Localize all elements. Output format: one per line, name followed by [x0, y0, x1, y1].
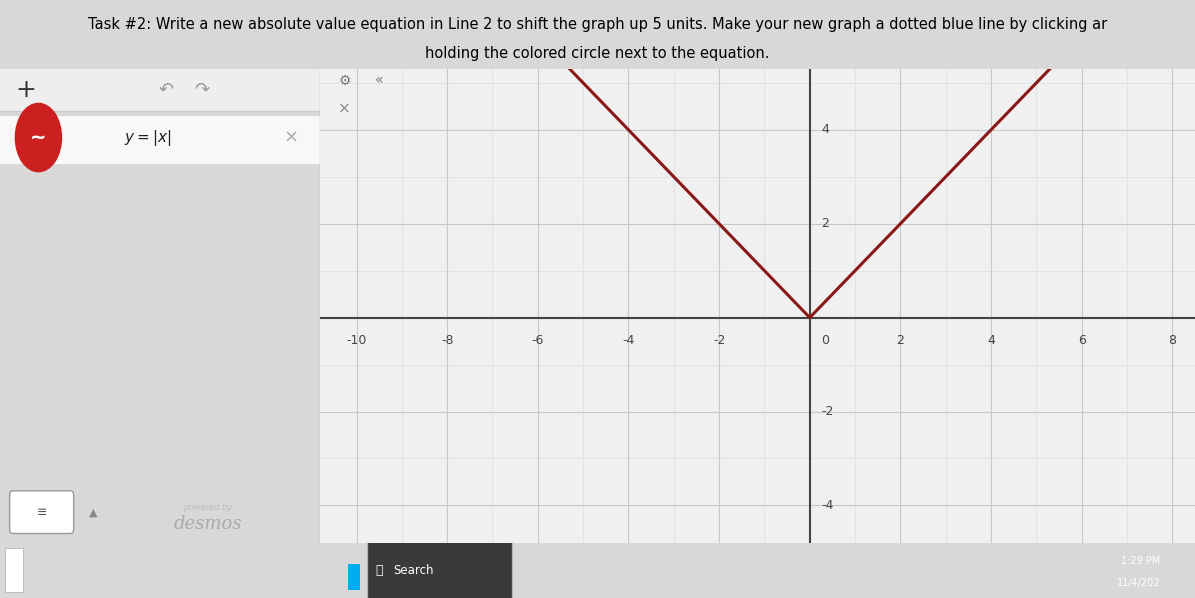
Text: ⚙: ⚙: [338, 74, 351, 87]
Text: 2: 2: [821, 217, 829, 230]
Text: 1:29 PM: 1:29 PM: [1121, 556, 1160, 566]
Bar: [353, 563, 361, 580]
Text: ↶: ↶: [159, 81, 174, 99]
Text: holding the colored circle next to the equation.: holding the colored circle next to the e…: [425, 46, 770, 61]
Text: $y=|x|$: $y=|x|$: [123, 127, 171, 148]
Text: 0: 0: [821, 334, 829, 347]
Text: 6: 6: [1078, 334, 1085, 347]
Text: 11/4/202: 11/4/202: [1116, 578, 1160, 588]
Text: -10: -10: [347, 334, 367, 347]
Text: 🔍: 🔍: [375, 564, 382, 577]
Text: +: +: [16, 78, 36, 102]
Text: ~: ~: [30, 128, 47, 147]
Text: Task #2: Write a new absolute value equation in Line 2 to shift the graph up 5 u: Task #2: Write a new absolute value equa…: [88, 17, 1107, 32]
FancyBboxPatch shape: [368, 437, 511, 598]
Bar: [348, 563, 356, 580]
Text: -6: -6: [532, 334, 544, 347]
Text: ▲: ▲: [88, 507, 97, 517]
Text: Search: Search: [393, 564, 434, 577]
Text: -4: -4: [623, 334, 635, 347]
Bar: [341, 548, 362, 593]
Bar: [0, 116, 320, 164]
Text: 4: 4: [987, 334, 995, 347]
Circle shape: [16, 103, 61, 172]
Text: «: «: [375, 74, 384, 87]
Text: ≡: ≡: [36, 506, 47, 518]
Text: desmos: desmos: [173, 515, 243, 533]
Text: ×: ×: [338, 102, 351, 117]
Text: -8: -8: [441, 334, 453, 347]
Text: 2: 2: [896, 334, 905, 347]
Text: ↷: ↷: [195, 81, 209, 99]
Bar: [353, 573, 361, 590]
Text: powered by: powered by: [183, 503, 233, 512]
Bar: [5, 548, 23, 593]
Text: -2: -2: [821, 405, 833, 418]
Text: ×: ×: [284, 129, 299, 147]
Text: -2: -2: [713, 334, 725, 347]
Text: 8: 8: [1169, 334, 1176, 347]
Bar: [348, 573, 356, 590]
Text: -4: -4: [821, 499, 833, 512]
Bar: [0, 69, 320, 111]
Text: 4: 4: [821, 123, 829, 136]
FancyBboxPatch shape: [10, 491, 74, 533]
